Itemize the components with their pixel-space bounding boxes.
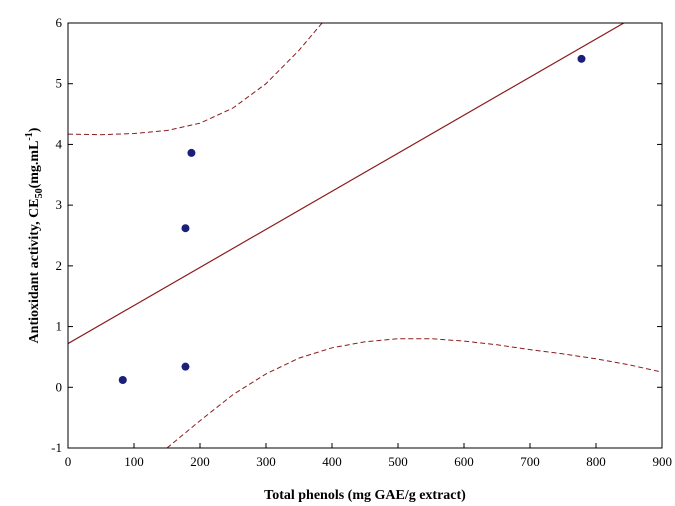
y-tick-label: 2 xyxy=(56,258,63,273)
x-tick-label: 600 xyxy=(454,454,474,469)
lower-confidence-line xyxy=(166,338,662,448)
y-axis-ticks: -1 0 1 2 3 4 5 6 xyxy=(51,15,662,455)
y-tick-label: -1 xyxy=(51,440,62,455)
x-axis-ticks: 0 100 200 300 400 500 600 700 800 900 xyxy=(65,443,672,469)
data-point xyxy=(181,362,190,371)
y-axis-title: Antioxidant activity, CE50(mg.mL-1) xyxy=(24,127,45,343)
y-tick-label: 5 xyxy=(56,76,63,91)
y-tick-label: 3 xyxy=(56,197,63,212)
plot-frame xyxy=(67,22,663,449)
x-tick-label: 200 xyxy=(190,454,210,469)
y-axis-title-superscript: -1 xyxy=(24,132,35,140)
y-axis-title-unit-start: (mg.mL xyxy=(27,141,42,189)
x-tick-label: 300 xyxy=(256,454,276,469)
regression-line xyxy=(68,23,625,345)
y-tick-label: 0 xyxy=(56,379,63,394)
y-axis-title-subscript: 50 xyxy=(34,188,45,198)
upper-confidence-line xyxy=(68,23,323,136)
x-tick-label: 0 xyxy=(65,454,72,469)
x-tick-label: 900 xyxy=(653,454,673,469)
x-tick-label: 700 xyxy=(520,454,540,469)
data-point xyxy=(187,148,196,157)
x-tick-label: 500 xyxy=(388,454,408,469)
y-axis-title-unit-end: ) xyxy=(27,127,42,132)
y-tick-label: 1 xyxy=(56,319,63,334)
data-point xyxy=(118,376,127,384)
x-axis-title: Total phenols (mg GAE/g extract) xyxy=(264,488,466,503)
x-tick-label: 100 xyxy=(124,454,144,469)
x-tick-label: 400 xyxy=(322,454,342,469)
y-axis-title-main: Antioxidant activity, CE xyxy=(27,198,42,343)
x-tick-label: 800 xyxy=(586,454,606,469)
data-point xyxy=(181,224,190,233)
y-tick-label: 4 xyxy=(56,136,63,151)
plot-content xyxy=(68,23,662,448)
y-tick-label: 6 xyxy=(56,15,63,30)
data-point xyxy=(577,54,586,63)
